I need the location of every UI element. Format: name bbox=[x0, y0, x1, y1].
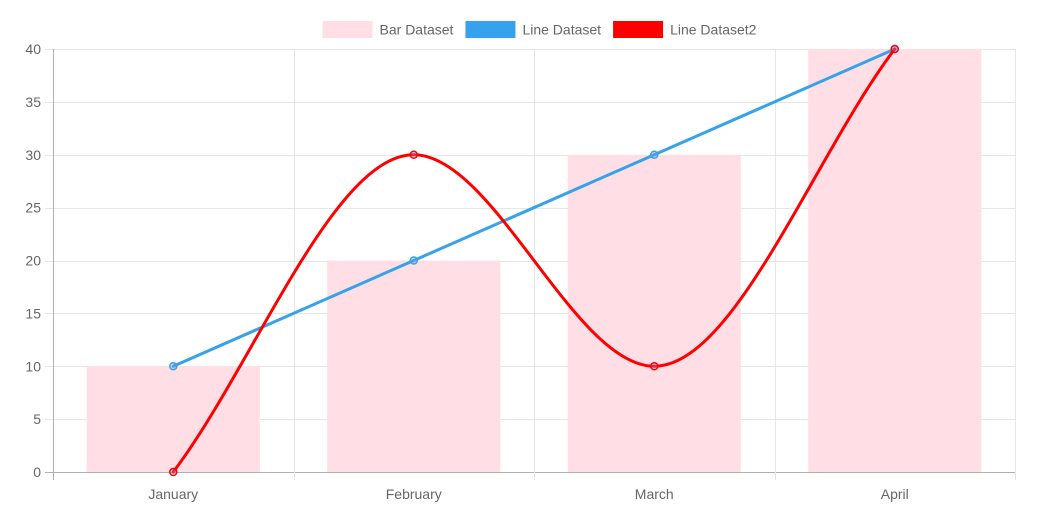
x-tick-label: April bbox=[881, 486, 909, 502]
legend-item: Line Dataset2 bbox=[613, 21, 757, 38]
y-tick-label: 20 bbox=[25, 253, 41, 269]
legend-item: Line Dataset bbox=[465, 21, 601, 38]
series-line bbox=[171, 47, 897, 474]
bar bbox=[327, 260, 501, 472]
legend-swatch bbox=[322, 21, 373, 38]
y-tick-label: 15 bbox=[25, 305, 41, 321]
bar bbox=[86, 366, 260, 472]
y-tick-label: 5 bbox=[33, 411, 41, 427]
y-tick-label: 25 bbox=[25, 200, 41, 216]
data-point bbox=[650, 150, 659, 159]
legend-label: Line Dataset bbox=[522, 22, 601, 38]
bar bbox=[808, 49, 982, 472]
legend-item: Bar Dataset bbox=[322, 21, 454, 38]
data-point bbox=[890, 44, 899, 54]
legend-label: Line Dataset2 bbox=[670, 22, 757, 38]
data-point bbox=[409, 256, 418, 265]
bar bbox=[567, 154, 741, 472]
axes: 0 5 10 15 20 25 30 35 40 January February March Apri… bbox=[25, 41, 908, 502]
data-point bbox=[409, 150, 418, 159]
bar-series bbox=[86, 49, 982, 472]
line-series bbox=[169, 44, 899, 477]
y-tick-label: 0 bbox=[33, 464, 41, 480]
data-point bbox=[169, 362, 178, 371]
x-tick-label: February bbox=[386, 486, 442, 502]
legend-label: Bar Dataset bbox=[380, 22, 454, 38]
y-tick-label: 40 bbox=[25, 41, 41, 57]
y-tick-label: 35 bbox=[25, 94, 41, 110]
series-line bbox=[171, 47, 897, 368]
x-tick-label: March bbox=[635, 486, 674, 502]
legend-swatch bbox=[465, 21, 516, 38]
legend-swatch bbox=[613, 21, 664, 38]
legend: Bar Dataset Line Dataset Line Dataset2 bbox=[322, 21, 757, 38]
x-tick-label: January bbox=[148, 486, 198, 502]
y-tick-label: 10 bbox=[25, 358, 41, 374]
data-point bbox=[169, 467, 178, 477]
data-point bbox=[650, 362, 659, 371]
y-tick-label: 30 bbox=[25, 147, 41, 163]
